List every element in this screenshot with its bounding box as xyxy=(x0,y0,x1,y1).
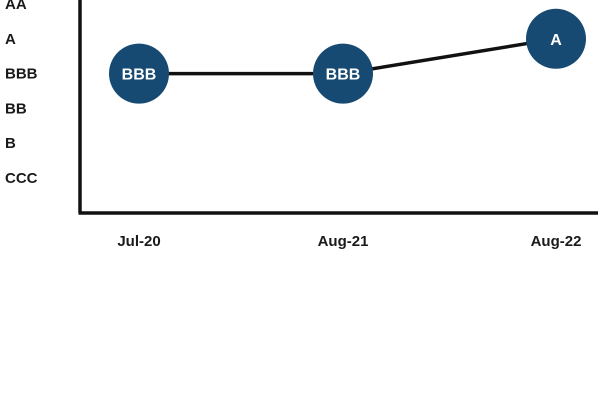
series-lines xyxy=(139,37,557,76)
y-tick-label-b: B xyxy=(5,135,16,152)
data-point-aug-21: BBB xyxy=(313,43,373,104)
y-tick-label-bb: BB xyxy=(5,100,27,117)
y-tick-label-aa: AA xyxy=(5,0,27,13)
data-point-aug-22: A xyxy=(526,8,586,69)
x-axis-tick-labels: Jul-20 Aug-21 Aug-22 xyxy=(117,233,581,250)
x-tick-label-aug-21: Aug-21 xyxy=(318,233,369,250)
y-tick-label-ccc: CCC xyxy=(5,170,38,187)
series-points: BBB BBB A xyxy=(109,8,586,104)
axes xyxy=(78,0,598,215)
y-tick-label-a: A xyxy=(5,31,16,48)
point-marker xyxy=(109,43,169,104)
series-line-segment xyxy=(342,37,557,76)
point-marker xyxy=(526,8,586,69)
data-point-jul-20: BBB xyxy=(109,43,169,104)
point-label: BBB xyxy=(122,67,157,84)
x-tick-label-jul-20: Jul-20 xyxy=(117,233,160,250)
point-marker xyxy=(313,43,373,104)
x-tick-label-aug-22: Aug-22 xyxy=(531,233,582,250)
point-label: BBB xyxy=(326,67,361,84)
y-tick-label-bbb: BBB xyxy=(5,66,38,83)
point-label: A xyxy=(550,32,562,49)
